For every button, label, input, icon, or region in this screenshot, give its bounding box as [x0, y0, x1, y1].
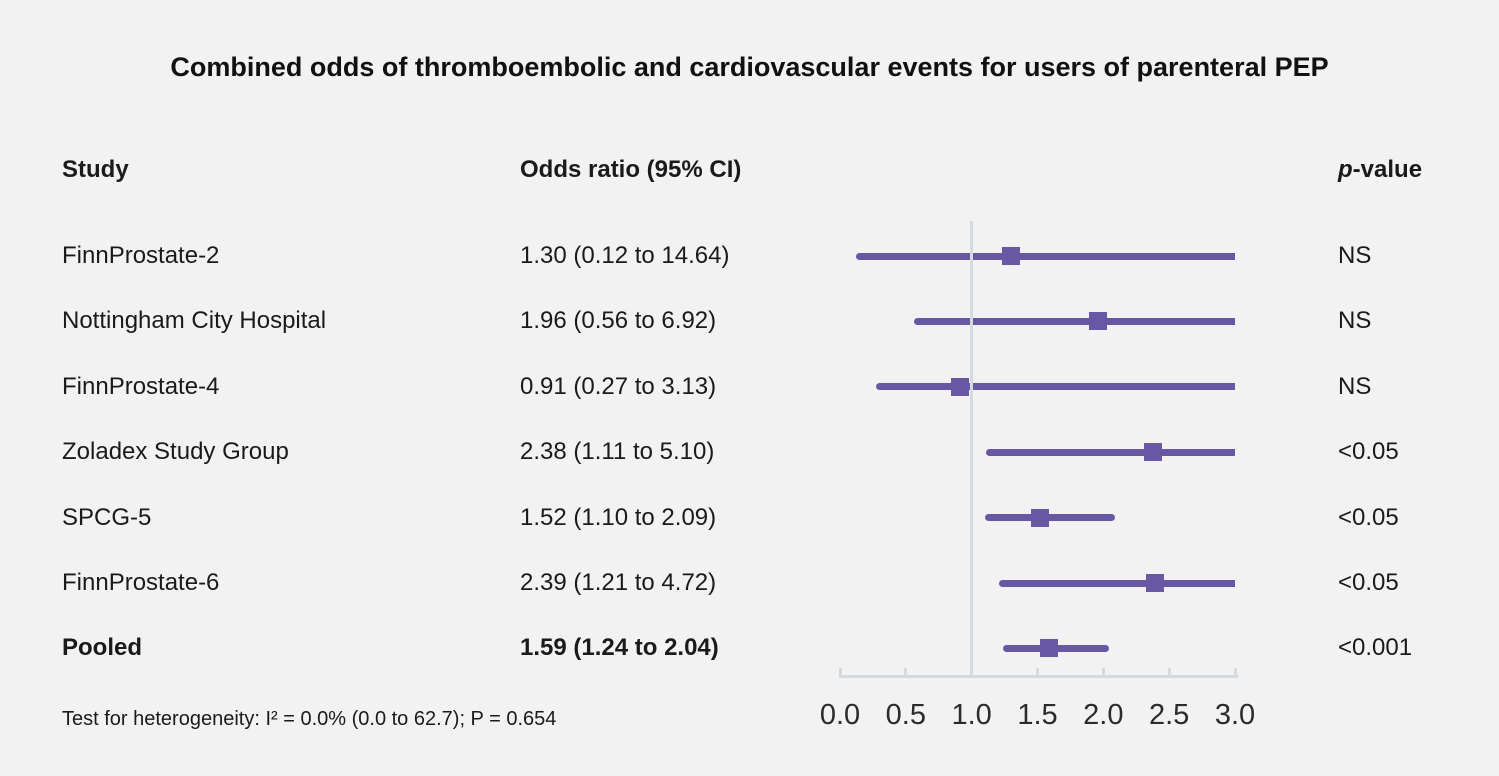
- column-header-odds-ratio: Odds ratio (95% CI): [520, 156, 742, 183]
- odds-ratio-value: 2.39 (1.21 to 4.72): [520, 569, 717, 596]
- x-axis-tick: [1167, 668, 1171, 678]
- reference-line: [970, 221, 974, 678]
- ci-line: [984, 514, 1116, 522]
- odds-ratio-value: 1.59 (1.24 to 2.04): [520, 634, 719, 662]
- point-estimate-marker: [1002, 247, 1021, 265]
- heterogeneity-note: Test for heterogeneity: I² = 0.0% (0.0 t…: [62, 708, 557, 730]
- column-header-p-value: p-value: [1338, 153, 1422, 187]
- point-estimate-marker: [1145, 574, 1164, 592]
- x-axis-tick-label: 3.0: [1214, 699, 1256, 731]
- study-label: FinnProstate-4: [62, 372, 220, 400]
- x-axis-line: [840, 675, 1238, 678]
- point-estimate-marker: [1144, 443, 1163, 462]
- x-axis-tick: [1101, 668, 1105, 678]
- p-value-header-rest: -value: [1352, 156, 1423, 183]
- point-estimate-marker: [950, 377, 969, 396]
- p-value: <0.05: [1338, 438, 1399, 466]
- ci-line: [986, 448, 1235, 456]
- x-axis-tick-label: 2.0: [1083, 699, 1124, 731]
- odds-ratio-value: 0.91 (0.27 to 3.13): [520, 372, 717, 400]
- ci-line: [875, 383, 1235, 391]
- x-axis-tick: [904, 668, 908, 678]
- study-label: Pooled: [62, 634, 143, 662]
- x-axis-tick: [1036, 668, 1039, 678]
- p-value: <0.001: [1338, 634, 1413, 662]
- odds-ratio-value: 1.30 (0.12 to 14.64): [520, 242, 730, 269]
- odds-ratio-value: 1.96 (0.56 to 6.92): [520, 307, 717, 335]
- study-label: Zoladex Study Group: [62, 438, 289, 466]
- study-label: Nottingham City Hospital: [62, 307, 327, 335]
- x-axis-tick: [838, 668, 842, 678]
- study-label: SPCG-5: [62, 503, 152, 531]
- p-value: NS: [1338, 372, 1372, 400]
- x-axis-tick-label: 1.5: [1017, 699, 1058, 731]
- odds-ratio-value: 2.38 (1.11 to 5.10): [520, 438, 715, 466]
- p-value: NS: [1338, 242, 1372, 269]
- point-estimate-marker: [1089, 312, 1108, 331]
- ci-line: [913, 317, 1235, 325]
- p-value-header-italic-p: p: [1338, 156, 1353, 183]
- column-header-study: Study: [62, 156, 129, 183]
- chart-title: Combined odds of thromboembolic and card…: [170, 52, 1329, 82]
- ci-line: [855, 252, 1235, 260]
- x-axis-tick: [1233, 668, 1237, 678]
- x-axis-tick-label: 2.5: [1148, 699, 1190, 731]
- p-value: <0.05: [1338, 569, 1399, 596]
- x-axis-tick-label: 0.5: [885, 699, 926, 731]
- ci-line: [999, 579, 1235, 587]
- x-axis-tick: [970, 668, 974, 678]
- odds-ratio-value: 1.52 (1.10 to 2.09): [520, 503, 717, 531]
- study-label: FinnProstate-6: [62, 569, 220, 596]
- point-estimate-marker: [1031, 508, 1050, 527]
- x-axis-tick-label: 1.0: [951, 699, 992, 731]
- p-value: <0.05: [1338, 503, 1399, 531]
- p-value: NS: [1338, 307, 1372, 335]
- x-axis-tick-label: 0.0: [819, 699, 861, 731]
- study-label: FinnProstate-2: [62, 242, 220, 269]
- pooled-estimate-marker: [1040, 639, 1059, 658]
